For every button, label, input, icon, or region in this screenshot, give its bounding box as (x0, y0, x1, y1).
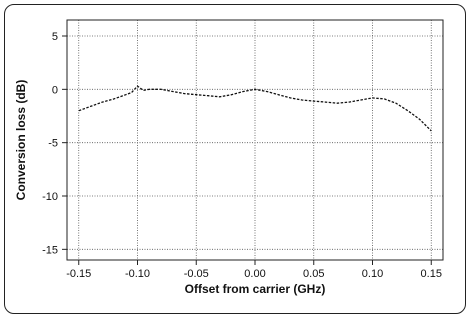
y-tick-label: -5 (48, 138, 58, 150)
x-tick-label: 0.10 (362, 268, 383, 280)
grid (67, 20, 443, 260)
tick-labels: -0.15 -0.10 -0.05 0.00 0.05 0.10 0.15 5 0 -5 -10 -1… (42, 31, 442, 280)
ticks (62, 35, 432, 265)
plot-area-border (66, 19, 444, 261)
chart-frame (4, 4, 466, 314)
y-tick-label: 5 (52, 31, 58, 43)
y-axis-title: Conversion loss (dB) (14, 80, 28, 201)
x-tick-label: 0.05 (303, 268, 324, 280)
series (78, 85, 432, 132)
series-line (78, 85, 432, 132)
x-tick-label: -0.10 (125, 268, 150, 280)
y-tick-label: -15 (42, 244, 58, 256)
x-axis-title: Offset from carrier (GHz) (185, 282, 326, 296)
x-tick-label: 0.15 (421, 268, 442, 280)
y-tick-label: -10 (42, 191, 58, 203)
y-tick-label: 0 (52, 84, 58, 96)
x-tick-label: -0.15 (66, 268, 91, 280)
x-tick-label: -0.05 (184, 268, 209, 280)
x-tick-label: 0.00 (244, 268, 265, 280)
